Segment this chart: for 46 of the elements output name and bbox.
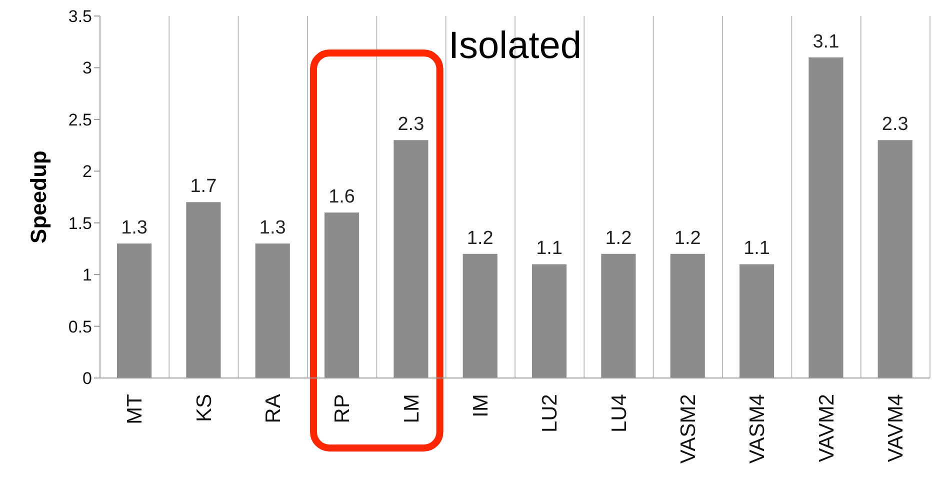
bar (186, 202, 221, 378)
bar (324, 212, 360, 378)
y-tick-label: 3 (82, 58, 92, 78)
data-label: 1.3 (259, 218, 286, 239)
bar (808, 57, 844, 378)
y-tick-label: 1.5 (68, 214, 92, 233)
y-axis-title: Speedup (26, 150, 51, 244)
y-tick-label: 2 (82, 162, 92, 182)
bar (117, 244, 152, 378)
bar (394, 140, 428, 378)
data-label: 3.1 (812, 31, 840, 52)
bar (462, 254, 498, 378)
y-tick-label: 3.5 (68, 7, 92, 26)
y-tick-label: 0 (82, 369, 92, 388)
x-tick-label: KS (192, 394, 216, 422)
data-label: 1.2 (674, 228, 701, 249)
data-label: 2.3 (398, 114, 424, 136)
x-tick-label: LM (400, 394, 424, 424)
data-label: 2.3 (882, 114, 908, 136)
x-tick-label: RA (262, 394, 285, 424)
x-tick-label: VAVM4 (884, 394, 908, 462)
x-tick-label: VASM4 (746, 394, 770, 464)
y-tick-label: 2.5 (68, 110, 92, 130)
data-label: 1.1 (744, 238, 770, 260)
y-tick-label: 0.5 (68, 317, 92, 336)
chart-title: Isolated (448, 25, 582, 67)
data-label: 1.3 (121, 218, 148, 239)
data-label: 1.6 (328, 186, 356, 208)
x-tick-label: MT (124, 394, 147, 424)
data-label: 1.1 (536, 238, 563, 260)
x-tick-label: VASM2 (676, 394, 700, 464)
bar (532, 264, 567, 378)
x-tick-label: LU2 (538, 394, 562, 433)
bar (740, 264, 774, 378)
bar (878, 140, 912, 378)
y-tick-label: 1 (82, 266, 92, 285)
bar (601, 254, 636, 378)
x-tick-label: VAVM2 (815, 394, 838, 462)
data-label: 1.7 (190, 176, 217, 198)
bar (255, 244, 290, 378)
x-tick-label: IM (469, 394, 492, 418)
x-tick-label: LU4 (608, 394, 631, 433)
x-tick-label: RP (331, 394, 354, 424)
data-label: 1.2 (605, 228, 632, 249)
bar (670, 254, 705, 378)
data-label: 1.2 (466, 228, 494, 249)
